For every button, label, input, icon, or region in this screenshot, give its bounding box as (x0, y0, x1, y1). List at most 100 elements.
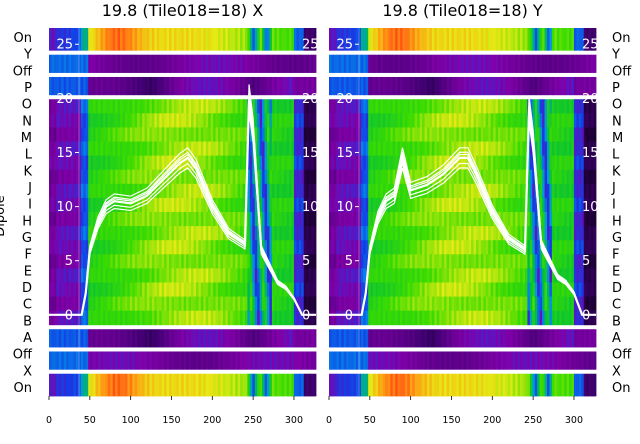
heatmap-cell (61, 226, 65, 241)
heatmap-cell (124, 28, 128, 51)
heatmap-cell (100, 155, 104, 171)
heatmap-cell (171, 54, 175, 73)
heatmap-cell (200, 54, 204, 73)
heatmap-cell (102, 254, 106, 269)
heatmap-cell (171, 212, 175, 227)
heatmap-cell (520, 54, 523, 73)
heatmap-cell (188, 254, 192, 269)
heatmap-cell (254, 254, 258, 269)
heatmap-cell (407, 373, 411, 397)
heatmap-cell (360, 28, 364, 51)
heatmap-cell (205, 226, 209, 241)
heatmap-cell (434, 113, 438, 128)
heatmap-cell (181, 212, 185, 227)
heatmap-cell (473, 54, 477, 73)
heatmap-cell (449, 155, 452, 171)
heatmap-cell (338, 226, 342, 241)
heatmap-cell (368, 197, 372, 213)
heatmap-cell (102, 54, 106, 73)
heatmap-cell (169, 268, 172, 283)
heatmap-cell (485, 329, 489, 348)
heatmap-cell (107, 113, 111, 128)
heatmap-cell (296, 268, 300, 283)
heatmap-cell (358, 240, 362, 255)
heatmap-cell (544, 113, 548, 128)
heatmap-cell (110, 226, 114, 241)
heatmap-cell (475, 113, 479, 128)
heatmap-cell (129, 169, 133, 185)
heatmap-cell (502, 212, 506, 227)
heatmap-cell (390, 169, 394, 185)
heatmap-cell (478, 197, 482, 213)
heatmap-cell (331, 127, 335, 142)
heatmap-cell (264, 99, 268, 114)
heatmap-cell (336, 351, 340, 370)
heatmap-cell (176, 329, 180, 348)
heatmap-cell (475, 254, 479, 269)
inner-y-tick-label-right: 10 (582, 200, 599, 215)
heatmap-cell (83, 373, 87, 397)
heatmap-cell (404, 113, 408, 128)
heatmap-cell (181, 296, 185, 312)
heatmap-cell (144, 183, 148, 199)
heatmap-cell (127, 254, 131, 269)
heatmap-cell (387, 113, 391, 128)
heatmap-cell (500, 99, 504, 114)
heatmap-cell (593, 254, 597, 269)
heatmap-cell (490, 141, 494, 157)
heatmap-cell (377, 155, 381, 171)
heatmap-cell (414, 373, 418, 397)
heatmap-cell (262, 28, 265, 51)
heatmap-cell (247, 212, 251, 227)
heatmap-cell (593, 76, 597, 96)
heatmap-cell (198, 296, 202, 312)
heatmap-cell (80, 310, 84, 326)
heatmap-cell (343, 127, 347, 142)
heatmap-cell (392, 155, 396, 171)
heatmap-cell (380, 254, 384, 269)
heatmap-cell (583, 351, 587, 370)
heatmap-cell (276, 197, 280, 213)
heatmap-cell (203, 54, 207, 73)
heatmap-cell (517, 282, 521, 297)
heatmap-cell (90, 28, 94, 51)
heatmap-cell (83, 254, 87, 269)
heatmap-cell (222, 296, 226, 312)
heatmap-cell (220, 226, 224, 241)
heatmap-cell (539, 296, 543, 312)
heatmap-cell (466, 351, 470, 370)
heatmap-cell (490, 351, 494, 370)
heatmap-cell (559, 28, 563, 51)
heatmap-cell (164, 99, 167, 114)
heatmap-cell (387, 127, 391, 142)
heatmap-cell (412, 254, 416, 269)
heatmap-cell (271, 282, 275, 297)
heatmap-cell (193, 240, 197, 255)
heatmap-cell (173, 296, 177, 312)
heatmap-cell (240, 254, 243, 269)
heatmap-cell (569, 197, 572, 213)
heatmap-cell (269, 113, 273, 128)
heatmap-cell (281, 197, 285, 213)
x-tick-label: 300 (565, 415, 583, 426)
heatmap-cell (200, 351, 204, 370)
heatmap-cell (166, 113, 170, 128)
heatmap-cell (210, 254, 214, 269)
heatmap-cell (161, 240, 165, 255)
heatmap-cell (124, 296, 128, 312)
heatmap-cell (559, 169, 563, 185)
heatmap-cell (358, 226, 362, 241)
heatmap-cell (83, 54, 87, 73)
heatmap-cell (409, 197, 413, 213)
heatmap-cell (306, 351, 310, 370)
heatmap-cell (195, 212, 199, 227)
heatmap-cell (242, 28, 246, 51)
heatmap-cell (293, 329, 297, 348)
heatmap-cell (507, 373, 511, 397)
heatmap-cell (107, 54, 111, 73)
inner-y-tick-label-right: 15 (582, 146, 599, 161)
heatmap-cell (102, 99, 106, 114)
heatmap-cell (132, 240, 136, 255)
heatmap-cell (402, 351, 406, 370)
heatmap-cell (291, 212, 295, 227)
